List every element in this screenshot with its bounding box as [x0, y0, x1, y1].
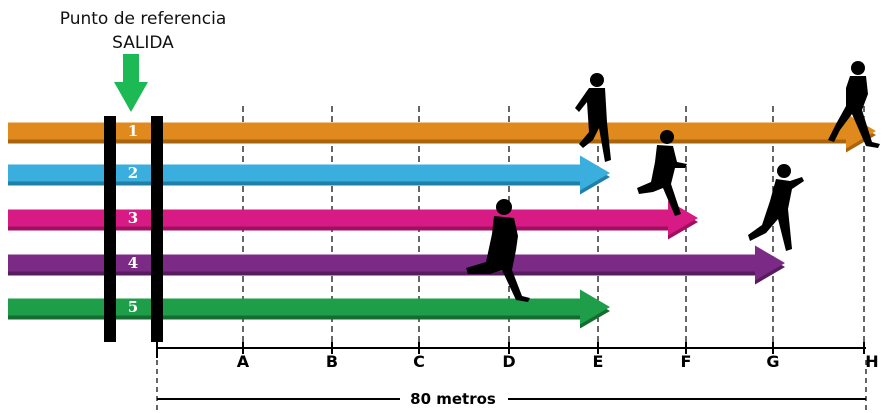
start-post-left	[104, 116, 116, 342]
marker-labels: A B C D E F G H	[237, 352, 879, 371]
reference-title: Punto de referencia	[60, 9, 226, 29]
lane-number-3: 3	[128, 209, 138, 227]
lane-arrow-body	[8, 155, 610, 191]
marker-label-e: E	[593, 352, 604, 371]
lane-arrow-5	[8, 289, 610, 329]
runner-icon	[748, 164, 804, 251]
lane-arrow-body	[8, 200, 698, 236]
marker-label-c: C	[413, 352, 425, 371]
marker-label-d: D	[502, 352, 515, 371]
lane-arrow-body	[8, 245, 785, 281]
lane-number-5: 5	[128, 298, 138, 316]
distance-label: 80 metros	[410, 390, 496, 408]
runners	[466, 61, 880, 302]
distance-axis: 80 metros	[156, 338, 867, 410]
lane-arrow-body	[8, 113, 876, 149]
start-post-right	[151, 116, 163, 342]
lane-number-2: 2	[128, 164, 138, 182]
lane-numbers: 1 2 3 4 5	[128, 122, 138, 316]
marker-label-h: H	[865, 352, 878, 371]
lane-arrow-3	[8, 200, 698, 240]
lane-arrow-body	[8, 289, 610, 325]
runner-icon	[637, 130, 687, 216]
lane-arrow-4	[8, 245, 785, 285]
marker-label-b: B	[326, 352, 338, 371]
marker-label-f: F	[681, 352, 692, 371]
runner-icon	[828, 61, 880, 148]
runner-icon	[575, 73, 611, 162]
lane-arrow-2	[8, 155, 610, 195]
reference-subtitle: SALIDA	[112, 33, 174, 53]
start-arrow-icon	[114, 54, 148, 112]
lane-number-1: 1	[128, 122, 138, 140]
marker-label-a: A	[237, 352, 250, 371]
lane-number-4: 4	[128, 254, 138, 272]
runner-icon	[466, 199, 530, 302]
marker-label-g: G	[766, 352, 779, 371]
lane-arrows	[8, 113, 876, 329]
lane-arrow-1	[8, 113, 876, 153]
